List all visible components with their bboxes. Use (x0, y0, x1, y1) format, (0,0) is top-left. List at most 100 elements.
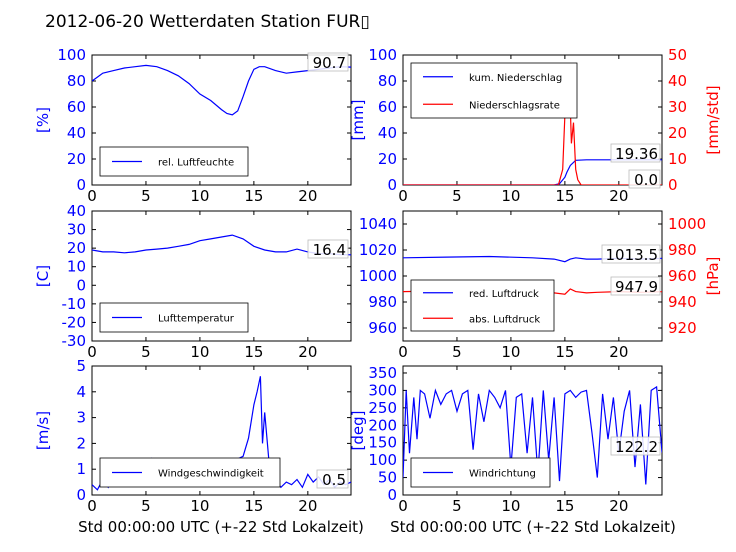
x-tick-label: 20 (298, 497, 317, 515)
y2-tick-label: 1000 (668, 215, 706, 233)
y-tick-label: 4 (76, 383, 86, 401)
x-tick-label: 10 (190, 497, 209, 515)
y-tick-label: 80 (378, 72, 397, 90)
y-tick-label: 1020 (359, 241, 397, 259)
y-tick-label: 3 (76, 409, 86, 427)
y-tick-label: 20 (67, 239, 86, 257)
value-label: 947.9 (615, 278, 658, 296)
y-tick-label: 40 (378, 124, 397, 142)
panel-pressure: 0 5 10 15 20 960 980 1000 1020 1040 920 940 960 980 10… (359, 210, 722, 361)
x-axis-label-left: Std 00:00:00 UTC (+-22 Std Lokalzeit) (78, 518, 364, 536)
legend-entry: red. Luftdruck (469, 289, 539, 300)
x-tick-label: 10 (501, 187, 520, 205)
y-tick-label: 50 (378, 469, 397, 487)
legend-entry: rel. Luftfeuchte (158, 158, 234, 169)
y-tick-label: 980 (368, 293, 397, 311)
y-tick-label: 250 (368, 399, 397, 417)
panel-precip: 0 5 10 15 20 0 20 40 60 80 100 [mm] 0 10 20 30 40 50 [mm/s… (349, 46, 722, 205)
y-axis-label: [%] (34, 107, 52, 133)
x-tick-label: 15 (555, 187, 574, 205)
x-tick-label: 5 (452, 187, 462, 205)
figure-title: 2012-06-20 Wetterdaten Station FUR▯ (45, 12, 370, 32)
y-tick-label: 30 (67, 221, 86, 239)
y-tick-label: 1000 (359, 267, 397, 285)
legend-entry: Niederschlagsrate (469, 100, 560, 111)
x-tick-label: 5 (452, 343, 462, 361)
y-tick-label: 5 (76, 357, 86, 375)
y2-tick-label: 20 (668, 124, 687, 142)
legend-box (410, 279, 555, 332)
y-tick-label: -20 (62, 313, 87, 331)
x-tick-label: 10 (501, 497, 520, 515)
x-tick-label: 10 (190, 187, 209, 205)
y2-tick-label: 980 (668, 241, 697, 259)
panel-direction: 0 5 10 15 20050100150200250300350[deg]Windri… (349, 364, 663, 515)
plot-frame (91, 54, 352, 186)
panel-temperature: 0 5 10 15 20-30-20-10010203040[C]Lufttempera… (34, 202, 352, 361)
x-tick-label: 20 (298, 187, 317, 205)
legend-entry: Windgeschwindigkeit (158, 469, 264, 480)
y-tick-label: 100 (57, 46, 86, 64)
y-tick-label: 10 (67, 258, 86, 276)
y2-tick-label: 920 (668, 319, 697, 337)
x-tick-label: 5 (141, 497, 151, 515)
y-tick-label: 0 (76, 176, 86, 194)
series-line-windrichtung (403, 385, 662, 485)
value-label: 0.0 (634, 171, 658, 189)
plot-frame (402, 365, 663, 496)
y-axis-label: [deg] (349, 411, 367, 451)
value-box (316, 469, 349, 489)
y-tick-label: 100 (368, 46, 397, 64)
value-label: 90.7 (313, 54, 346, 72)
y-tick-label: 200 (368, 416, 397, 434)
legend-box (410, 62, 578, 119)
value-box (610, 436, 661, 456)
x-tick-label: 15 (244, 497, 263, 515)
y-tick-label: 20 (67, 150, 86, 168)
series-line-rel-luftfeuchte (92, 64, 351, 116)
y2-tick-label: 960 (668, 267, 697, 285)
legend-entry: kum. Niederschlag (469, 73, 562, 84)
value-box (610, 143, 661, 163)
x-tick-label: 15 (244, 187, 263, 205)
value-label: 16.4 (313, 241, 346, 259)
value-label: 122.2 (615, 438, 658, 456)
x-axis-label-right: Std 00:00:00 UTC (+-22 Std Lokalzeit) (390, 518, 676, 536)
y-tick-label: 60 (378, 98, 397, 116)
value-label: 0.5 (322, 471, 346, 489)
y-tick-label: 0 (76, 276, 86, 294)
y-tick-label: 2 (76, 434, 86, 452)
y-tick-label: 1 (76, 460, 86, 478)
y-tick-label: 40 (67, 202, 86, 220)
x-tick-label: 15 (555, 343, 574, 361)
y-tick-label: 0 (387, 176, 397, 194)
x-tick-label: 20 (298, 343, 317, 361)
x-tick-label: 5 (452, 497, 462, 515)
x-tick-label: 5 (141, 187, 151, 205)
x-tick-label: 15 (555, 497, 574, 515)
x-tick-label: 15 (244, 343, 263, 361)
x-tick-label: 0 (87, 497, 97, 515)
series-line-kum-niederschlag (403, 159, 662, 185)
x-tick-label: 0 (398, 343, 408, 361)
y-axis-label: [m/s] (34, 411, 52, 450)
value-box (307, 239, 349, 259)
x-tick-label: 5 (141, 343, 151, 361)
y2-tick-label: 10 (668, 150, 687, 168)
y-tick-label: 300 (368, 381, 397, 399)
legend-entry: abs. Luftdruck (469, 314, 540, 325)
legend-entry: Lufttemperatur (158, 314, 235, 325)
x-tick-label: 10 (501, 343, 520, 361)
x-tick-label: 10 (190, 343, 209, 361)
x-tick-label: 0 (398, 497, 408, 515)
y2-tick-label: 30 (668, 98, 687, 116)
x-tick-label: 20 (609, 187, 628, 205)
panel-humidity: 0 5 10 15 20 0 20 40 60 80 100 [%] rel. Luftfeuchte 9… (34, 46, 352, 205)
y-tick-label: 150 (368, 434, 397, 452)
y-axis-label: [C] (34, 265, 52, 287)
y2-tick-label: 40 (668, 72, 687, 90)
value-label: 1013.5 (606, 246, 659, 264)
y-tick-label: 0 (76, 486, 86, 504)
y-tick-label: 0 (387, 486, 397, 504)
